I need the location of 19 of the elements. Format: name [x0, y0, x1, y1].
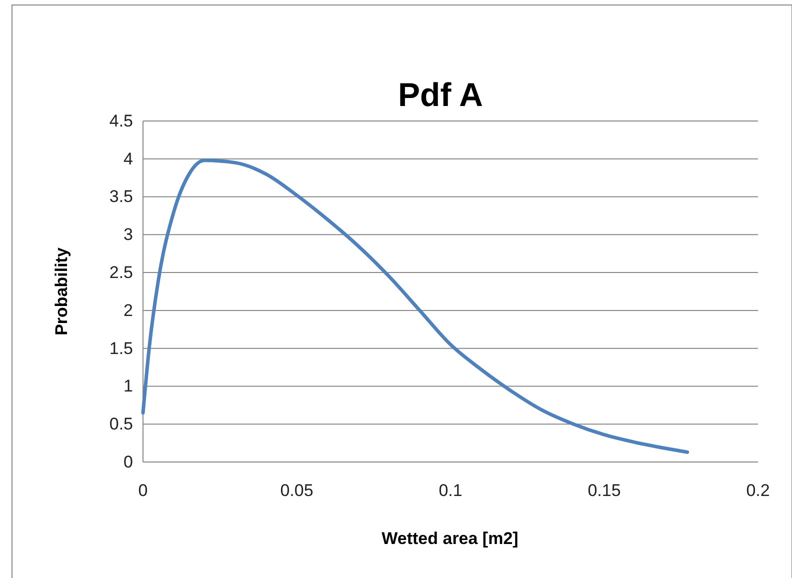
y-tick-label: 1.5: [109, 338, 133, 358]
y-tick-label: 0.5: [109, 414, 133, 434]
x-axis-title: Wetted area [m2]: [382, 529, 518, 548]
y-tick-label: 2.5: [109, 262, 133, 282]
chart-title: Pdf A: [398, 76, 483, 113]
x-tick-label: 0.15: [588, 481, 621, 500]
y-tick-label: 0: [124, 452, 133, 472]
y-tick-label: 4: [124, 149, 133, 168]
y-axis-title: Probability: [52, 247, 71, 336]
x-tick-label: 0.1: [438, 481, 462, 500]
y-tick-label: 3: [124, 225, 133, 244]
y-tick-label: 4.5: [109, 111, 133, 130]
y-tick-label: 1: [124, 376, 133, 396]
y-tick-label: 2: [124, 300, 133, 320]
x-tick-label: 0: [138, 481, 148, 500]
x-tick-label: 0.2: [746, 481, 770, 500]
x-tick-label: 0.05: [280, 481, 314, 500]
y-tick-label: 3.5: [109, 187, 133, 206]
line-series: [141, 158, 690, 454]
